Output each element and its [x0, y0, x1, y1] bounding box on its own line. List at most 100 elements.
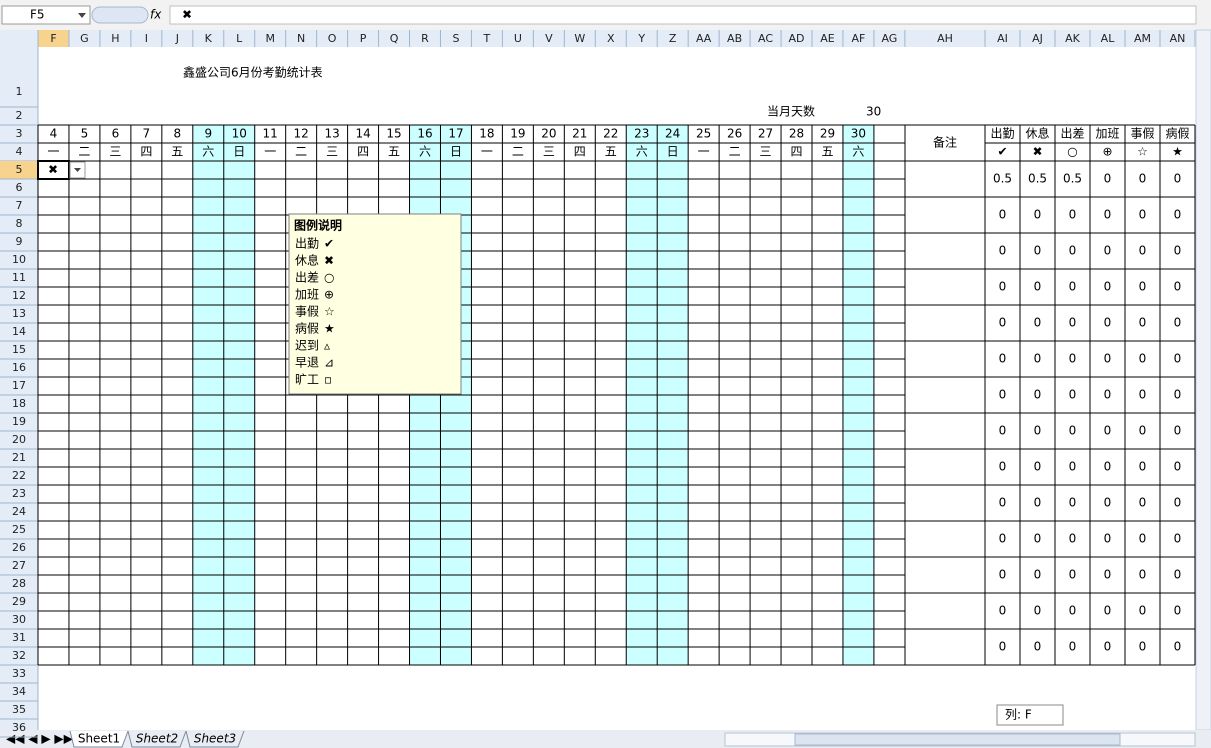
column-header[interactable]: L — [236, 32, 243, 45]
column-header[interactable]: AE — [820, 32, 835, 45]
summary-value: 0 — [1034, 280, 1042, 294]
formula-input[interactable] — [169, 5, 1197, 25]
column-header[interactable]: AB — [727, 32, 742, 45]
row-header[interactable]: 5 — [16, 163, 23, 176]
summary-value: 0 — [1069, 460, 1077, 474]
row-header[interactable]: 9 — [16, 235, 23, 248]
active-cell — [37, 160, 70, 180]
row-header[interactable]: 30 — [12, 613, 26, 626]
scroll-thumb[interactable] — [794, 733, 1121, 746]
row-header[interactable]: 15 — [12, 343, 26, 356]
legend-symbol: ⊿ — [324, 356, 334, 370]
weekday: 一 — [698, 145, 710, 159]
row-header[interactable]: 27 — [12, 559, 26, 572]
row-header[interactable]: 16 — [12, 361, 26, 374]
sheet-tab[interactable] — [69, 730, 129, 748]
row-header[interactable]: 8 — [16, 217, 23, 230]
formula-separator — [91, 6, 149, 24]
row-header[interactable]: 24 — [12, 505, 26, 518]
summary-value: 0 — [1069, 496, 1077, 510]
sheet-tab[interactable] — [127, 730, 187, 748]
column-header[interactable]: AK — [1065, 32, 1081, 45]
column-header[interactable]: Z — [669, 32, 677, 45]
column-header[interactable]: V — [545, 32, 553, 45]
row-header[interactable]: 33 — [12, 667, 26, 680]
column-header[interactable]: AI — [997, 32, 1008, 45]
column-header[interactable]: AA — [696, 32, 712, 45]
weekday: 三 — [543, 145, 555, 159]
tab-nav[interactable]: ◀◀ ◀ ▶ ▶▶ — [6, 732, 74, 746]
row-header[interactable]: 26 — [12, 541, 26, 554]
column-header[interactable]: J — [175, 32, 179, 45]
column-header[interactable]: G — [80, 32, 89, 45]
weekday: 五 — [388, 145, 400, 159]
function-icon[interactable]: fx — [150, 8, 162, 22]
summary-value: 0 — [1034, 568, 1042, 582]
column-header[interactable]: AD — [789, 32, 805, 45]
row-header[interactable]: 14 — [12, 325, 26, 338]
row-header[interactable]: 22 — [12, 469, 26, 482]
column-header[interactable]: AC — [758, 32, 773, 45]
summary-value: 0 — [1174, 640, 1182, 654]
summary-value: 0 — [999, 208, 1007, 222]
name-box-dropdown[interactable] — [78, 13, 86, 18]
summary-value: 0 — [1139, 424, 1147, 438]
column-header[interactable]: AH — [937, 32, 953, 45]
row-header[interactable]: 1 — [16, 85, 23, 98]
summary-value: 0 — [1034, 460, 1042, 474]
column-header[interactable]: P — [360, 32, 367, 45]
column-header[interactable]: O — [328, 32, 337, 45]
row-header[interactable]: 10 — [12, 253, 26, 266]
column-header[interactable]: U — [514, 32, 522, 45]
row-header[interactable]: 6 — [16, 181, 23, 194]
row-header[interactable]: 11 — [12, 271, 26, 284]
column-header[interactable]: W — [574, 32, 585, 45]
row-header[interactable]: 35 — [12, 703, 26, 716]
column-header[interactable]: AN — [1170, 32, 1186, 45]
summary-value: 0 — [1139, 352, 1147, 366]
row-header[interactable]: 3 — [16, 127, 23, 140]
row-header[interactable]: 31 — [12, 631, 26, 644]
weekday: 三 — [109, 145, 121, 159]
name-box[interactable] — [1, 5, 91, 25]
column-header[interactable]: H — [111, 32, 119, 45]
row-header[interactable]: 29 — [12, 595, 26, 608]
column-header[interactable]: R — [421, 32, 429, 45]
sheet-tab[interactable] — [185, 730, 245, 748]
column-header[interactable]: AG — [881, 32, 897, 45]
row-header[interactable]: 18 — [12, 397, 26, 410]
summary-header: 事假 — [1130, 127, 1154, 141]
row-header[interactable]: 12 — [12, 289, 26, 302]
row-header[interactable]: 20 — [12, 433, 26, 446]
column-header[interactable]: F — [50, 32, 56, 45]
row-header[interactable]: 36 — [12, 721, 26, 734]
column-header[interactable]: K — [205, 32, 213, 45]
column-header[interactable]: AJ — [1032, 32, 1043, 45]
column-header[interactable]: Y — [637, 32, 645, 45]
column-header[interactable]: M — [265, 32, 275, 45]
row-header[interactable]: 25 — [12, 523, 26, 536]
row-header[interactable]: 28 — [12, 577, 26, 590]
column-header[interactable]: S — [452, 32, 459, 45]
column-header[interactable]: AM — [1134, 32, 1151, 45]
row-header[interactable]: 19 — [12, 415, 26, 428]
weekday: 四 — [791, 145, 803, 159]
row-header[interactable]: 7 — [16, 199, 23, 212]
row-header[interactable]: 34 — [12, 685, 26, 698]
column-header[interactable]: X — [607, 32, 615, 45]
row-header[interactable]: 2 — [16, 109, 23, 122]
column-header[interactable]: I — [145, 32, 148, 45]
day-number: 14 — [355, 127, 370, 141]
column-header[interactable]: AF — [852, 32, 866, 45]
row-header[interactable]: 4 — [16, 145, 23, 158]
column-header[interactable]: N — [297, 32, 305, 45]
vertical-scrollbar[interactable] — [1195, 29, 1211, 731]
column-header[interactable]: Q — [390, 32, 399, 45]
column-header[interactable]: T — [483, 32, 491, 45]
row-header[interactable]: 21 — [12, 451, 26, 464]
row-header[interactable]: 32 — [12, 649, 26, 662]
row-header[interactable]: 23 — [12, 487, 26, 500]
row-header[interactable]: 13 — [12, 307, 26, 320]
column-header[interactable]: AL — [1101, 32, 1116, 45]
row-header[interactable]: 17 — [12, 379, 26, 392]
